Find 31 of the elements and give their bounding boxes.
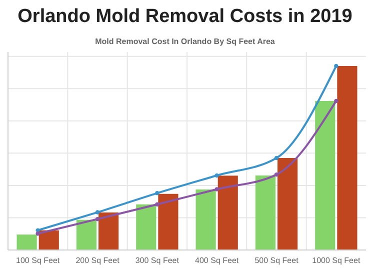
chart-title: Orlando Mold Removal Costs in 2019 bbox=[18, 6, 352, 27]
bar bbox=[76, 220, 96, 250]
point bbox=[95, 210, 100, 214]
bar bbox=[136, 204, 156, 250]
point bbox=[334, 98, 338, 104]
bar bbox=[38, 230, 59, 250]
x-tick-label: 400 Sq Feet bbox=[195, 256, 240, 265]
point bbox=[334, 64, 338, 68]
x-tick-label: 1000 Sq Feet bbox=[312, 256, 361, 265]
x-tick-label: 300 Sq Feet bbox=[135, 256, 180, 265]
chart-subtitle: Mold Removal Cost In Orlando By Sq Feet Area bbox=[95, 37, 276, 46]
bar bbox=[337, 66, 358, 250]
point bbox=[274, 156, 279, 160]
bar bbox=[196, 189, 216, 250]
point bbox=[274, 172, 279, 177]
bar bbox=[315, 100, 336, 250]
bar bbox=[255, 175, 276, 250]
x-tick-label: 500 Sq Feet bbox=[254, 256, 300, 265]
bar bbox=[218, 176, 238, 250]
x-tick-label: 100 Sq Feet bbox=[16, 256, 60, 265]
bar bbox=[158, 194, 178, 250]
point bbox=[155, 191, 160, 196]
point bbox=[36, 232, 40, 236]
x-tick-label: 200 Sq Feet bbox=[76, 256, 120, 265]
bar bbox=[16, 234, 37, 250]
point bbox=[155, 202, 160, 206]
bar bbox=[278, 158, 298, 250]
bar bbox=[98, 212, 119, 250]
point bbox=[214, 173, 219, 178]
point bbox=[95, 216, 100, 222]
point bbox=[214, 187, 219, 192]
